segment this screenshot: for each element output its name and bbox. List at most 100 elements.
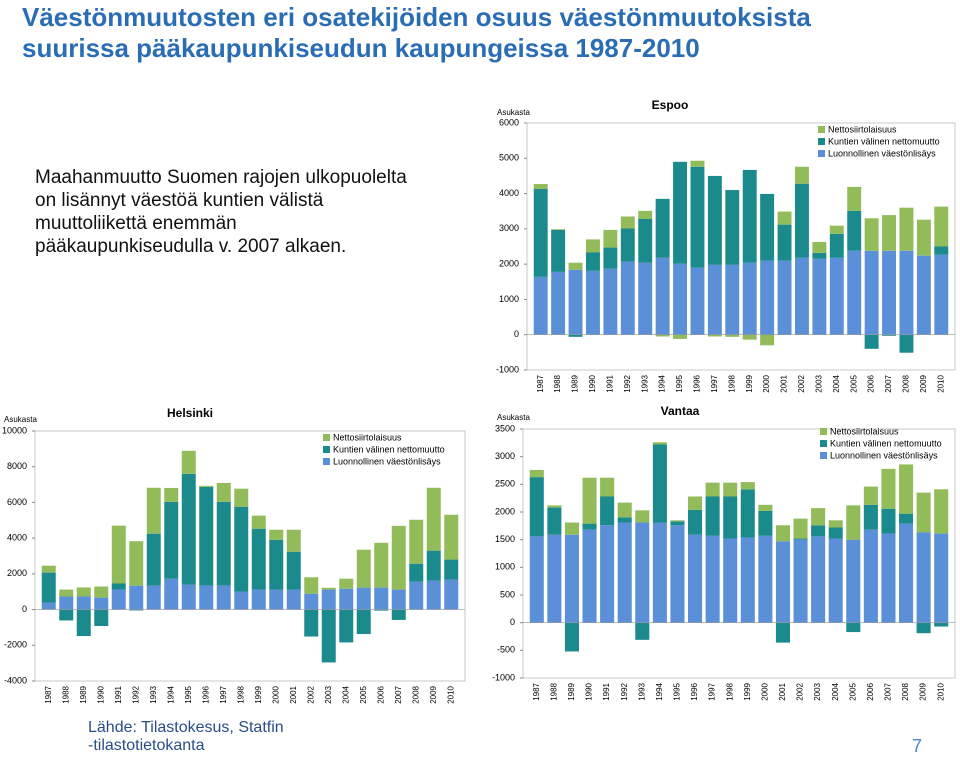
bar-segment [673, 263, 688, 335]
bar-segment [740, 537, 755, 623]
bar-segment [760, 260, 775, 335]
bar-segment [59, 589, 74, 597]
bar-segment [286, 551, 301, 590]
x-tick-label: 2010 [936, 374, 945, 392]
x-tick-label: 1989 [79, 685, 88, 703]
bar-segment [846, 505, 861, 540]
bar-segment [688, 534, 703, 623]
x-tick-label: 1998 [236, 685, 245, 703]
bar-segment [864, 334, 879, 349]
bar-segment [899, 513, 914, 524]
x-tick-label: 1991 [602, 682, 611, 700]
legend-label: Nettosiirtolaisuus [333, 432, 402, 442]
x-tick-label: 1994 [166, 685, 175, 703]
x-tick-label: 2003 [813, 682, 822, 700]
x-tick-label: 1995 [184, 685, 193, 703]
bar-segment [777, 211, 792, 225]
bar-segment [863, 504, 878, 530]
x-tick-label: 1999 [743, 682, 752, 700]
x-tick-label: 2007 [394, 685, 403, 703]
y-tick-label: 4000 [499, 188, 519, 198]
x-tick-label: 2003 [324, 685, 333, 703]
bar-segment [94, 586, 109, 598]
bar-segment [356, 587, 371, 610]
bar-segment [568, 334, 583, 337]
bar-segment [533, 188, 548, 277]
legend-swatch [820, 440, 827, 447]
bar-segment [146, 487, 161, 534]
x-tick-label: 2008 [411, 685, 420, 703]
x-tick-label: 2004 [832, 374, 841, 392]
x-tick-label: 2000 [762, 374, 771, 392]
bar-segment [547, 534, 562, 623]
bar-segment [758, 535, 773, 623]
y-tick-label: 5000 [499, 153, 519, 163]
bar-segment [444, 579, 459, 610]
x-tick-label: 2001 [780, 374, 789, 392]
x-tick-label: 1988 [61, 685, 70, 703]
bar-segment [723, 482, 738, 497]
bar-segment [705, 482, 720, 497]
bar-segment [812, 252, 827, 259]
bar-segment [111, 583, 126, 590]
bar-segment [547, 507, 562, 535]
bar-segment [688, 496, 703, 510]
bar-segment [725, 334, 740, 337]
y-tick-label: -1000 [492, 672, 515, 682]
bar-segment [635, 510, 650, 523]
body-text: Maahanmuutto Suomen rajojen ulkopuolelta… [35, 167, 407, 257]
x-tick-label: 1988 [553, 374, 562, 392]
bar-segment [181, 450, 196, 474]
bar-segment [391, 609, 406, 620]
x-tick-label: 2007 [884, 374, 893, 392]
bar-segment [603, 247, 618, 269]
bar-segment [533, 184, 548, 189]
y-tick-label: 8000 [7, 461, 27, 471]
bar-segment [356, 609, 371, 635]
bar-segment [409, 519, 424, 564]
bar-segment [899, 207, 914, 251]
bar-segment [847, 250, 862, 335]
bar-segment [321, 609, 336, 663]
bar-segment [269, 529, 284, 540]
bar-segment [356, 549, 371, 588]
y-tick-label: 3500 [495, 423, 515, 433]
bar-segment [655, 257, 670, 335]
y-tick-label: 2000 [495, 506, 515, 516]
x-tick-label: 2009 [919, 374, 928, 392]
bar-segment [899, 523, 914, 623]
x-tick-label: 1996 [690, 682, 699, 700]
bar-segment [617, 522, 632, 623]
bar-segment [638, 210, 653, 219]
x-tick-label: 2001 [778, 682, 787, 700]
bar-segment [585, 252, 600, 271]
bar-segment [391, 525, 406, 590]
legend-label: Luonnollinen väestönlisäys [333, 456, 441, 466]
bar-segment [286, 589, 301, 610]
bar-segment [847, 186, 862, 211]
bar-segment [234, 488, 249, 507]
bar-segment [916, 219, 931, 256]
plot-frame [34, 430, 466, 682]
bar-segment [181, 584, 196, 610]
x-tick-label: 1995 [673, 682, 682, 700]
axis-label: Asukasta [4, 415, 37, 424]
bar-segment [129, 609, 144, 611]
bar-segment [339, 609, 354, 643]
bar-segment [882, 250, 897, 335]
x-tick-label: 1987 [532, 682, 541, 700]
bar-segment [600, 477, 615, 497]
bar-segment [635, 622, 650, 640]
bar-segment [707, 334, 722, 337]
legend-label: Nettosiirtolaisuus [828, 124, 897, 134]
bar-segment [304, 593, 319, 610]
x-tick-label: 1990 [585, 682, 594, 700]
x-tick-label: 2004 [341, 685, 350, 703]
legend-swatch [820, 452, 827, 459]
bar-segment [899, 334, 914, 353]
bar-segment [111, 589, 126, 610]
bar-segment [794, 183, 809, 258]
page-number: 7 [912, 736, 923, 756]
y-tick-label: 1000 [495, 562, 515, 572]
